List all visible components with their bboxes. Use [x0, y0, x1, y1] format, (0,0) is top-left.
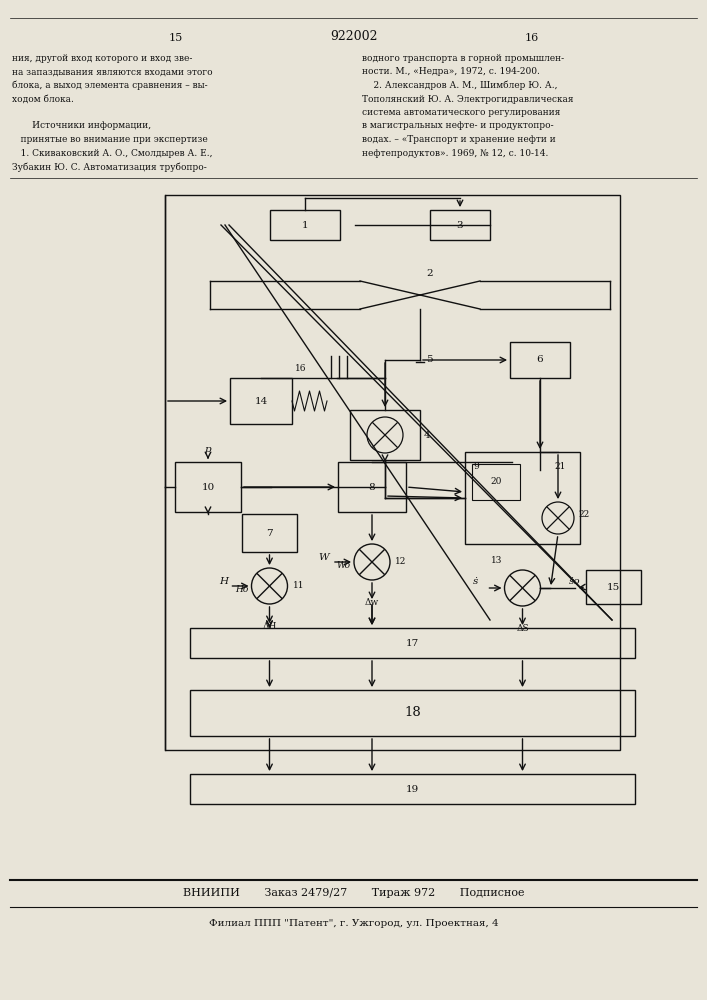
Text: 11: 11: [293, 582, 304, 590]
Bar: [165, 195, 620, 750]
Text: нефтепродуктов». 1969, № 12, с. 10-14.: нефтепродуктов». 1969, № 12, с. 10-14.: [362, 148, 549, 157]
Text: ṡ: ṡ: [472, 578, 478, 586]
Bar: [472, 464, 520, 500]
Text: 2. Александров А. М., Шимблер Ю. А.,: 2. Александров А. М., Шимблер Ю. А.,: [362, 81, 558, 91]
Text: H: H: [219, 578, 228, 586]
Bar: [350, 410, 420, 460]
Text: 16: 16: [295, 364, 307, 373]
Text: 1. Скиваковский А. О., Смолдырев А. Е.,: 1. Скиваковский А. О., Смолдырев А. Е.,: [12, 148, 213, 157]
Text: на запаздывания являются входами этого: на запаздывания являются входами этого: [12, 68, 213, 77]
Text: принятые во внимание при экспертизе: принятые во внимание при экспертизе: [12, 135, 208, 144]
Text: 8: 8: [368, 483, 375, 491]
Text: система автоматического регулирования: система автоматического регулирования: [362, 108, 561, 117]
Bar: [465, 452, 580, 544]
Text: W: W: [318, 554, 329, 562]
Text: р: р: [205, 446, 211, 454]
Bar: [586, 570, 641, 604]
Bar: [270, 210, 340, 240]
Text: 15: 15: [607, 582, 620, 591]
Text: 7: 7: [267, 528, 273, 538]
Text: 6: 6: [537, 356, 543, 364]
Bar: [190, 628, 635, 658]
Bar: [242, 514, 297, 552]
Bar: [190, 774, 635, 804]
Text: ΔS: ΔS: [516, 624, 529, 633]
Text: Ho: Ho: [235, 584, 249, 593]
Text: ВНИИПИ       Заказ 2479/27       Тираж 972       Подписное: ВНИИПИ Заказ 2479/27 Тираж 972 Подписное: [183, 888, 525, 898]
Text: 13: 13: [491, 556, 502, 565]
Text: ходом блока.: ходом блока.: [12, 95, 74, 104]
Text: 17: 17: [406, 639, 419, 648]
Text: ности. М., «Недра», 1972, с. 194-200.: ности. М., «Недра», 1972, с. 194-200.: [362, 68, 540, 77]
Text: 20: 20: [491, 478, 502, 487]
Bar: [430, 210, 490, 240]
Bar: [510, 342, 570, 378]
Text: 5: 5: [426, 355, 433, 364]
Text: 10: 10: [201, 483, 215, 491]
Text: Источники информации,: Источники информации,: [12, 121, 151, 130]
Text: 4: 4: [424, 430, 431, 440]
Bar: [190, 690, 635, 736]
Text: ния, другой вход которого и вход зве-: ния, другой вход которого и вход зве-: [12, 54, 192, 63]
Text: ΔH: ΔH: [262, 622, 276, 631]
Text: 2: 2: [427, 268, 433, 277]
Text: водного транспорта в горной промышлен-: водного транспорта в горной промышлен-: [362, 54, 564, 63]
Text: ṡo: ṡo: [568, 578, 580, 586]
Text: 12: 12: [395, 558, 407, 566]
Text: 14: 14: [255, 396, 268, 406]
Text: блока, а выход элемента сравнения – вы-: блока, а выход элемента сравнения – вы-: [12, 81, 208, 91]
Text: 922002: 922002: [330, 29, 378, 42]
Text: 15: 15: [169, 33, 183, 43]
Text: водах. – «Транспорт и хранение нефти и: водах. – «Транспорт и хранение нефти и: [362, 135, 556, 144]
Text: 19: 19: [406, 784, 419, 794]
Text: Филиал ППП "Патент", г. Ужгород, ул. Проектная, 4: Филиал ППП "Патент", г. Ужгород, ул. Про…: [209, 920, 499, 928]
Text: 21: 21: [554, 462, 566, 471]
Bar: [338, 462, 406, 512]
Text: Δw: Δw: [365, 598, 379, 607]
Text: 22: 22: [578, 510, 589, 519]
Text: Тополянский Ю. А. Электрогидравлическая: Тополянский Ю. А. Электрогидравлическая: [362, 95, 573, 104]
Text: 1: 1: [302, 221, 308, 230]
Text: 9: 9: [473, 462, 479, 471]
Text: 3: 3: [457, 221, 463, 230]
Text: 18: 18: [404, 706, 421, 720]
Text: 16: 16: [525, 33, 539, 43]
Text: в магистральных нефте- и продуктопро-: в магистральных нефте- и продуктопро-: [362, 121, 554, 130]
Text: Wo: Wo: [336, 562, 350, 570]
Text: Зубакин Ю. С. Автоматизация трубопро-: Зубакин Ю. С. Автоматизация трубопро-: [12, 162, 206, 172]
Bar: [230, 378, 292, 424]
Bar: [175, 462, 241, 512]
